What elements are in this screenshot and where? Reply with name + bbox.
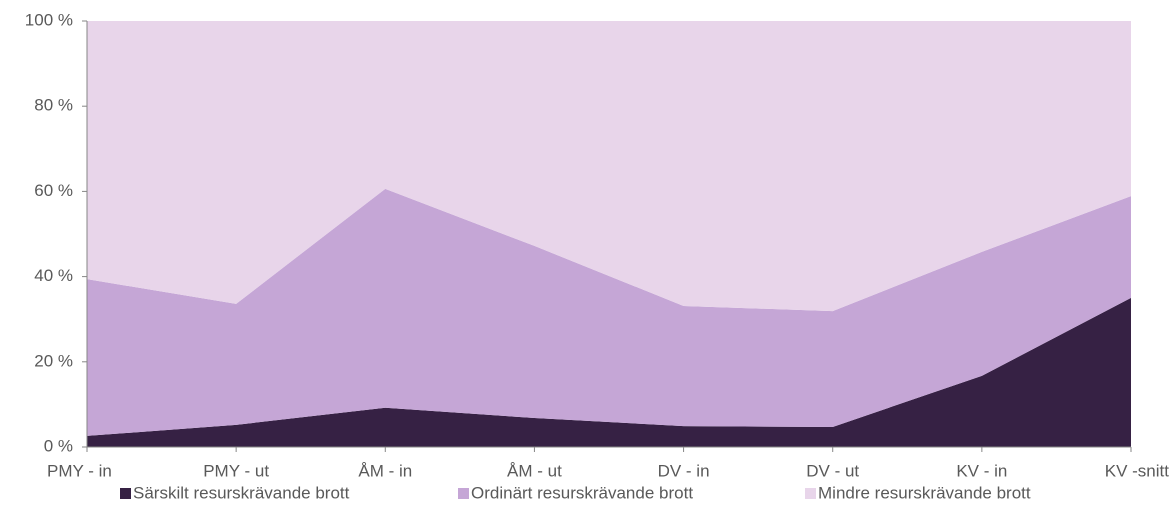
x-tick-label: KV -snitt [1105,461,1170,480]
legend-swatch [120,488,131,499]
x-tick-label: DV - ut [806,461,859,480]
area [87,297,1131,447]
x-tick-label: KV - in [956,461,1007,480]
x-tick-label: PMY - ut [203,461,269,480]
y-tick-label: 40 % [34,266,73,285]
y-tick-label: 100 % [25,10,73,29]
x-tick-label: DV - in [658,461,710,480]
y-tick-label: 0 % [44,436,73,455]
area [87,21,1131,312]
legend-label: Mindre resurskrävande brott [818,483,1031,502]
legend-swatch [458,488,469,499]
y-tick-label: 60 % [34,181,73,200]
y-tick-label: 20 % [34,351,73,370]
x-tick-label: PMY - in [47,461,112,480]
legend-swatch [805,488,816,499]
area [87,188,1131,436]
x-tick-label: ÅM - in [358,461,412,480]
legend-label: Särskilt resurskrävande brott [133,483,350,502]
y-tick-label: 80 % [34,96,73,115]
legend-label: Ordinärt resurskrävande brott [471,483,693,502]
x-tick-label: ÅM - ut [507,461,562,480]
